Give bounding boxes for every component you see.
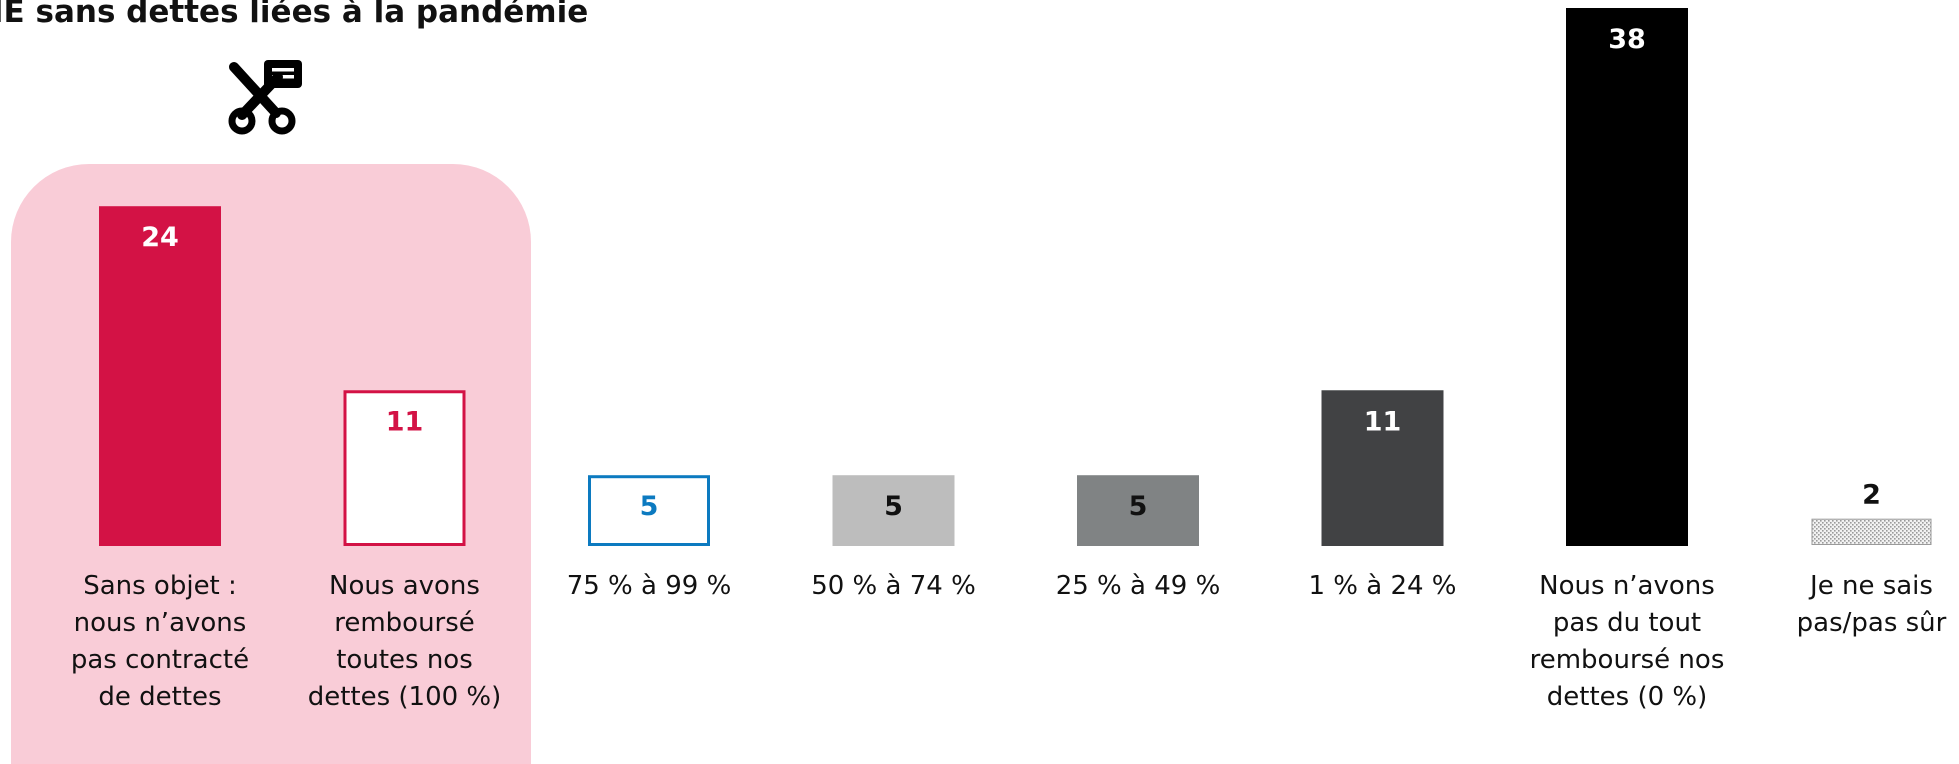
x-tick-label-4: 25 % à 49 %	[1033, 568, 1243, 605]
x-tick-label-7: Je ne sais pas/pas sûr	[1767, 568, 1959, 642]
data-label-4: 5	[1129, 491, 1148, 522]
data-label-7: 2	[1862, 480, 1881, 511]
bar-7	[1812, 519, 1931, 544]
data-label-5: 11	[1364, 406, 1402, 437]
data-label-0: 24	[141, 222, 179, 253]
bar-0	[99, 206, 221, 546]
data-label-3: 5	[884, 491, 903, 522]
data-label-6: 38	[1608, 24, 1646, 55]
data-label-1: 11	[386, 406, 424, 437]
x-tick-label-1: Nous avons remboursé toutes nos dettes (…	[300, 568, 510, 716]
x-tick-label-2: 75 % à 99 %	[544, 568, 754, 605]
bar-6	[1566, 8, 1688, 546]
data-label-2: 5	[640, 491, 659, 522]
x-tick-label-3: 50 % à 74 %	[789, 568, 999, 605]
x-tick-label-0: Sans objet : nous n’avons pas contracté …	[55, 568, 265, 716]
x-tick-label-5: 1 % à 24 %	[1278, 568, 1488, 605]
x-tick-label-6: Nous n’avons pas du tout remboursé nos d…	[1522, 568, 1732, 716]
